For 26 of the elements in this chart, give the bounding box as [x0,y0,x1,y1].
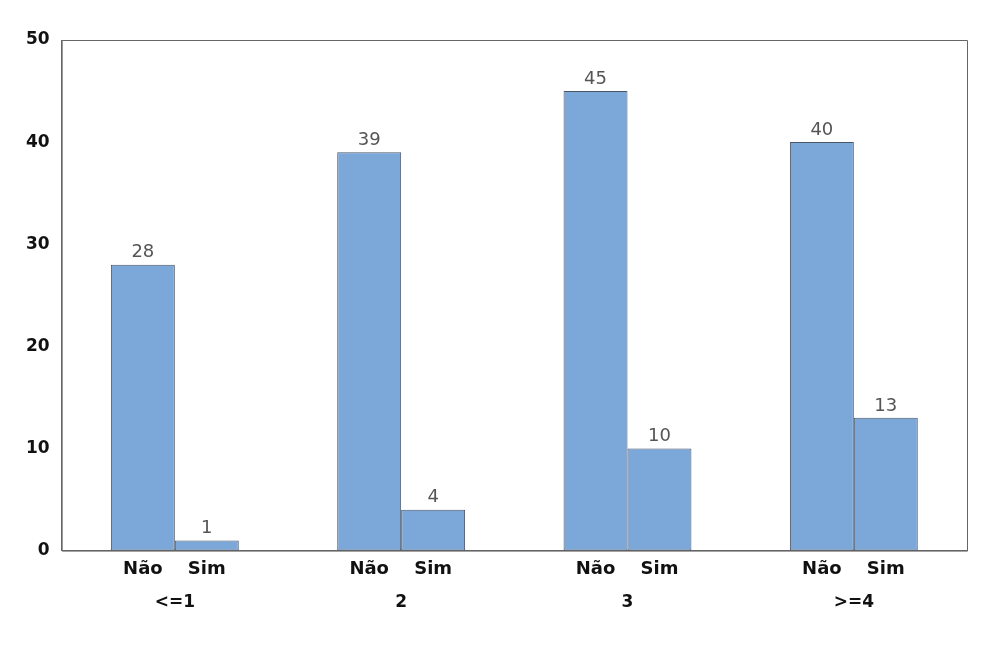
x-tick-label: >=4 [833,591,875,612]
data-label: 39 [357,128,381,149]
series-label: Não [123,557,163,579]
y-tick-label: 30 [25,232,50,253]
text: Sim [866,557,905,579]
text: Não [575,557,616,579]
data-label: 45 [584,66,607,88]
text: Não [802,557,842,579]
text: Sim [414,557,453,579]
text: Não [349,557,389,579]
data-label: 10 [648,424,671,446]
data-label: 4 [427,485,439,507]
y-tick-label: 20 [25,334,50,355]
x-tick-label: 2 [395,591,408,612]
y-tick-label: 10 [25,436,50,457]
y-tick-label: 40 [25,130,50,151]
y-tick-label: 50 [25,28,50,49]
series-label: Sim [187,557,226,579]
data-label: 40 [810,117,834,139]
x-tick-label: <=1 [154,591,195,612]
data-label: 1 [201,516,213,538]
text: Sim [640,557,679,579]
y-tick-label: 0 [37,539,50,560]
data-label: 13 [874,393,898,415]
x-tick-label: 3 [621,591,634,612]
data-label: 28 [131,240,155,262]
